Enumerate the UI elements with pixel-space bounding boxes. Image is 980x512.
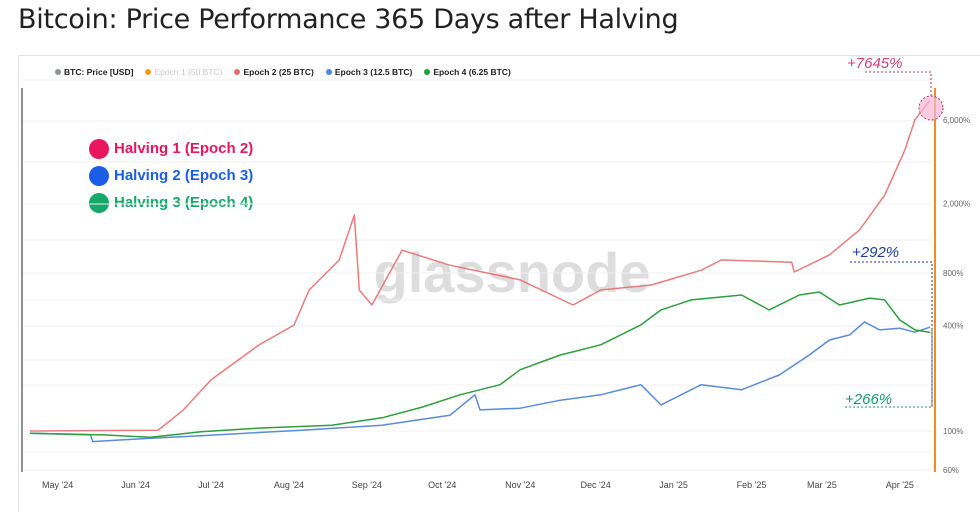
halving-label: Halving 3 (Epoch 4) bbox=[114, 194, 254, 211]
highlight-circle bbox=[918, 95, 944, 121]
x-tick-label: Sep '24 bbox=[352, 480, 382, 490]
series-line-3 bbox=[29, 321, 931, 443]
y-tick-label: 800% bbox=[943, 269, 963, 278]
halving-label: Halving 2 (Epoch 3) bbox=[114, 167, 254, 184]
y-tick-label: 6,000% bbox=[943, 116, 970, 125]
x-tick-label: Jan '25 bbox=[659, 480, 688, 490]
legend-item[interactable]: Epoch 2 (25 BTC) bbox=[234, 67, 314, 77]
x-tick-label: Feb '25 bbox=[737, 480, 767, 490]
x-tick-label: Jul '24 bbox=[198, 480, 224, 490]
halving-item: Halving 1 (Epoch 2) bbox=[89, 135, 253, 162]
halving-dot-icon bbox=[89, 165, 109, 186]
x-tick-label: Nov '24 bbox=[505, 480, 535, 490]
x-tick-label: Apr '25 bbox=[886, 480, 914, 490]
x-tick-label: Aug '24 bbox=[274, 480, 304, 490]
epoch2-annotation: +7645% bbox=[847, 55, 903, 72]
legend-label: Epoch 2 (25 BTC) bbox=[243, 67, 314, 77]
legend-label: Epoch 3 (12.5 BTC) bbox=[334, 67, 413, 77]
legend-item[interactable]: Epoch 3 (12.5 BTC) bbox=[325, 67, 413, 77]
x-tick-label: Oct '24 bbox=[428, 480, 456, 490]
x-tick-label: May '24 bbox=[42, 480, 73, 490]
legend-label: BTC: Price [USD] bbox=[64, 67, 134, 77]
legend-label: Epoch 1 (50 BTC) bbox=[154, 67, 223, 77]
chart-panel bbox=[18, 55, 980, 512]
legend-item[interactable]: BTC: Price [USD] bbox=[55, 67, 133, 77]
x-tick-label: Dec '24 bbox=[581, 480, 611, 490]
y-tick-label: 2,000% bbox=[943, 199, 970, 208]
series-line-4 bbox=[29, 291, 931, 439]
halving-label: Halving 1 (Epoch 2) bbox=[114, 140, 254, 157]
series-line-2 bbox=[29, 99, 931, 432]
legend-item[interactable]: Epoch 1 (50 BTC) bbox=[145, 67, 222, 77]
legend-dot-icon bbox=[234, 69, 241, 75]
x-tick-label: Jun '24 bbox=[121, 480, 150, 490]
epoch2-leader bbox=[865, 71, 932, 96]
halving-dot-icon bbox=[89, 138, 109, 159]
epoch3-leader bbox=[850, 261, 933, 407]
legend-dot-icon bbox=[325, 69, 332, 75]
halving-legend: Halving 1 (Epoch 2) Halving 2 (Epoch 3) Ha… bbox=[89, 135, 253, 216]
epoch3-annotation: +292% bbox=[852, 244, 900, 261]
y-tick-label: 400% bbox=[943, 322, 963, 331]
epoch4-annotation: +266% bbox=[845, 391, 893, 408]
halving-item: Halving 3 (Epoch 4) bbox=[89, 189, 253, 216]
x-tick-label: Mar '25 bbox=[807, 480, 837, 490]
legend-label: Epoch 4 (6.25 BTC) bbox=[433, 67, 511, 77]
chart-legend: BTC: Price [USD] Epoch 1 (50 BTC) Epoch 2 … bbox=[55, 67, 511, 77]
y-tick-label: 100% bbox=[943, 427, 963, 436]
legend-dot-icon bbox=[145, 69, 152, 75]
y-tick-label: 60% bbox=[943, 466, 959, 475]
halving-dot-icon bbox=[89, 192, 109, 213]
legend-dot-icon bbox=[424, 69, 431, 75]
page-title: Bitcoin: Price Performance 365 Days afte… bbox=[18, 4, 679, 35]
legend-dot-icon bbox=[55, 69, 61, 75]
halving-item: Halving 2 (Epoch 3) bbox=[89, 162, 253, 189]
legend-item[interactable]: Epoch 4 (6.25 BTC) bbox=[424, 67, 511, 77]
